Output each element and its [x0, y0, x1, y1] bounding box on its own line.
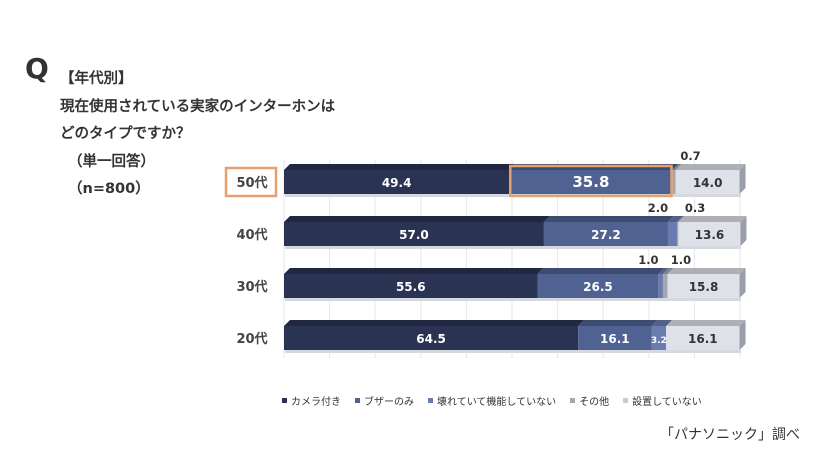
legend-swatch: [355, 398, 360, 403]
data-label: 55.6: [396, 280, 426, 294]
bar-segment: [666, 326, 740, 350]
legend-label: カメラ付き: [291, 397, 341, 408]
question-line-2: どのタイプですか？: [60, 126, 191, 142]
bar-shadow: [285, 350, 741, 353]
bar-segment: [537, 274, 659, 298]
bar-top-face: [578, 320, 658, 326]
bar-segment: [675, 170, 740, 194]
data-label: 27.2: [591, 228, 621, 242]
sample-size: （n=800）: [68, 181, 150, 197]
category-highlight-box: [224, 166, 278, 198]
bar-top-face: [284, 320, 585, 326]
data-label: 15.8: [689, 280, 719, 294]
bar-side-face: [740, 216, 747, 246]
data-label: 3.2: [651, 336, 667, 346]
bar-segment: [578, 326, 652, 350]
bar-segment: [672, 170, 676, 194]
legend-item: ブザーのみ: [355, 393, 414, 408]
bar-top-face: [675, 164, 746, 170]
bar-segment: [658, 274, 663, 298]
bar-segment: [662, 274, 668, 298]
data-label: 49.4: [382, 176, 412, 190]
data-label: 0.7: [680, 149, 700, 163]
bar-top-face: [667, 216, 684, 222]
legend-item: その他: [570, 393, 609, 408]
data-label: 26.5: [583, 280, 613, 294]
data-label: 1.0: [671, 253, 691, 267]
data-label: 0.3: [685, 201, 705, 215]
bar-top-face: [543, 216, 674, 222]
data-label: 57.0: [399, 228, 429, 242]
bar-segment: [284, 170, 510, 194]
legend-swatch: [623, 398, 629, 403]
bar-segment: [667, 274, 740, 298]
bar-side-face: [739, 320, 746, 350]
bar-top-face: [537, 268, 665, 274]
legend-swatch: [570, 398, 576, 403]
answer-type: （単一回答）: [68, 153, 155, 170]
legend-label: 設置していない: [632, 397, 702, 408]
bar-top-face: [658, 268, 669, 274]
bar-segment: [677, 222, 679, 246]
bar-shadow: [285, 298, 741, 301]
bar-segment: [509, 170, 673, 194]
bar-segment: [678, 222, 741, 246]
question-line-1: 現在使用されている実家のインターホンは: [60, 98, 336, 115]
bar-segment: [667, 222, 678, 246]
legend-item: カメラ付き: [282, 393, 341, 408]
category-label: 40代: [236, 227, 267, 243]
category-label: 20代: [236, 331, 267, 347]
bar-segment: [651, 326, 667, 350]
bar-side-face: [739, 164, 746, 194]
bar-top-face: [678, 216, 747, 222]
bar-top-face: [667, 268, 746, 274]
bar-top-face: [284, 164, 516, 170]
question-block: 【年代別】 現在使用されている実家のインターホンは どのタイプですか？ （単一回…: [60, 66, 335, 204]
data-label: 13.6: [695, 228, 725, 242]
bar-top-face: [672, 164, 682, 170]
data-label: 1.0: [638, 253, 658, 267]
category-label: 30代: [236, 279, 267, 295]
chart-legend: カメラ付き ブザーのみ 壊れていて機能していない その他 設置していない: [282, 393, 716, 408]
question-mark: Q: [25, 52, 49, 85]
bar-segment: [284, 326, 579, 350]
bar-top-face: [651, 320, 673, 326]
bar-segment: [284, 222, 544, 246]
bar-top-face: [284, 216, 550, 222]
bar-shadow: [285, 246, 741, 249]
legend-label: その他: [579, 397, 610, 408]
data-label: 14.0: [693, 176, 723, 190]
segment-highlight-box: [509, 164, 673, 198]
legend-label: 壊れていて機能していない: [437, 397, 557, 408]
legend-swatch: [428, 398, 433, 403]
bar-top-face: [662, 268, 674, 274]
legend-item: 設置していない: [623, 393, 702, 408]
legend-swatch: [282, 398, 287, 403]
bar-segment: [284, 274, 538, 298]
bar-top-face: [677, 216, 685, 222]
data-label: 16.1: [600, 332, 630, 346]
question-category: 【年代別】: [60, 71, 133, 87]
data-label: 2.0: [648, 201, 668, 215]
category-label: 50代: [236, 175, 267, 191]
bar-segment: [543, 222, 668, 246]
data-label: 35.8: [572, 173, 609, 191]
source-credit: 「パナソニック」調べ: [660, 427, 800, 443]
data-label: 16.1: [688, 332, 718, 346]
bar-top-face: [666, 320, 746, 326]
legend-label: ブザーのみ: [364, 397, 414, 408]
bar-side-face: [739, 268, 746, 298]
legend-item: 壊れていて機能していない: [428, 393, 556, 408]
bar-top-face: [284, 268, 544, 274]
data-label: 64.5: [416, 332, 446, 346]
